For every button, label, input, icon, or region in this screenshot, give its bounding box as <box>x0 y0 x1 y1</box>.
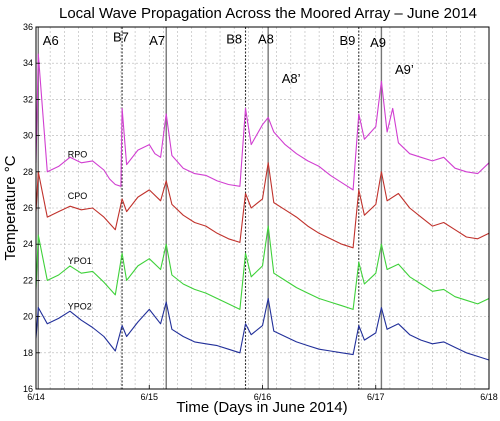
y-tick-label: 16 <box>23 384 33 394</box>
y-tick-label: 32 <box>23 94 33 104</box>
y-tick-label: 34 <box>23 58 33 68</box>
y-tick-label: 24 <box>23 239 33 249</box>
y-tick-label: 30 <box>23 131 33 141</box>
event-annotation: B9 <box>340 33 356 48</box>
y-axis-label: Temperature °C <box>2 155 19 260</box>
series-label: CPO <box>68 191 88 201</box>
y-tick-label: 28 <box>23 167 33 177</box>
chart-title: Local Wave Propagation Across the Moored… <box>59 5 477 22</box>
event-annotation: B7 <box>113 29 129 44</box>
x-tick-label: 6/15 <box>140 392 158 402</box>
event-annotation: B8 <box>226 31 242 46</box>
y-tick-label: 18 <box>23 348 33 358</box>
series-line-cpo <box>35 162 490 249</box>
x-tick-label: 6/16 <box>254 392 272 402</box>
y-tick-label: 26 <box>23 203 33 213</box>
event-annotation: A8 <box>258 31 274 46</box>
series-label: YPO1 <box>68 256 92 266</box>
x-axis-label: Time (Days in June 2014) <box>176 399 347 416</box>
event-annotation: A6 <box>43 33 59 48</box>
y-tick-label: 20 <box>23 312 33 322</box>
series-line-rpo <box>35 53 490 191</box>
series <box>35 53 490 361</box>
x-tick-label: 6/17 <box>367 392 385 402</box>
event-annotation: A8’ <box>282 71 301 86</box>
series-line-ypo2 <box>35 297 490 361</box>
grid <box>35 26 490 390</box>
x-tick-label: 6/14 <box>27 392 45 402</box>
event-annotation: A9’ <box>395 62 414 77</box>
ticks: 16 18 20 22 24 26 28 30 32 34 36 6/14 6/15 6/16 6/17 6/… <box>23 22 498 402</box>
event-annotation: A9 <box>370 35 386 50</box>
y-tick-label: 22 <box>23 275 33 285</box>
series-label: RPO <box>68 149 88 159</box>
series-line-ypo1 <box>35 225 490 310</box>
event-annotation: A7 <box>149 33 165 48</box>
annotations: A6 B7 A7 B8 A8 A8’ B9 A9 A9’ <box>43 29 414 86</box>
x-tick-label: 6/18 <box>480 392 498 402</box>
series-label: YPO2 <box>68 301 92 311</box>
y-tick-label: 36 <box>23 22 33 32</box>
series-labels: RPO CPO YPO1 YPO2 <box>68 149 92 311</box>
